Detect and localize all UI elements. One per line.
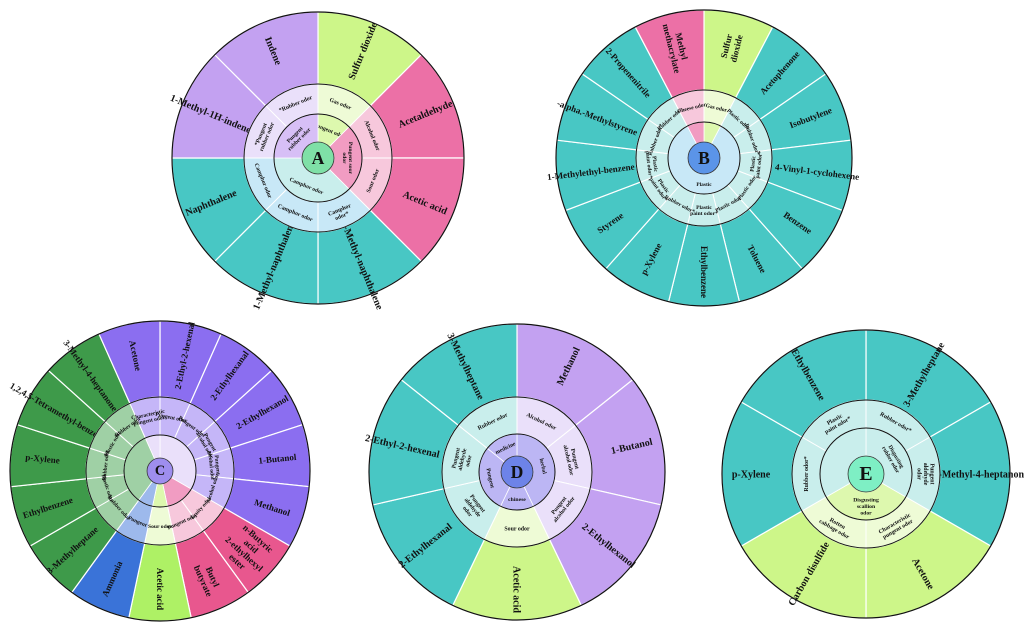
center-badge xyxy=(301,141,335,175)
core-label: Pungent sourodor xyxy=(341,142,353,175)
ring-border xyxy=(273,113,363,203)
ring-border xyxy=(667,121,741,195)
ring-border xyxy=(555,9,853,307)
odor-label: Sour odor xyxy=(504,527,530,533)
odor-label: Pungentalcohol odor xyxy=(206,450,221,481)
core-label: herbal xyxy=(538,458,547,475)
odor-label: Pungentaldehydeodor xyxy=(451,446,475,473)
ring-border xyxy=(243,83,393,233)
core-label: Plastic xyxy=(696,182,712,188)
odor-label: Gas odor xyxy=(705,103,728,114)
odor-wheel-e: 3-Methylheptane3-Methyl-4-heptanoneAceto… xyxy=(721,329,1024,619)
compound-label: Acetic acid xyxy=(155,568,165,610)
panel-label: A xyxy=(312,148,325,168)
odor-label: Plasticpaint odor* xyxy=(749,150,764,179)
compound-label: 1-Butanol xyxy=(258,452,297,466)
odor-label: Rubber odor xyxy=(102,449,111,481)
center-badge xyxy=(500,455,534,489)
ring-border xyxy=(791,399,941,549)
panel-label: E xyxy=(859,463,872,485)
compound-label: 3-Methyl-4-heptanone xyxy=(934,470,1024,481)
ring-border xyxy=(123,434,197,508)
ring-border xyxy=(478,433,556,511)
core-label: Pungent xyxy=(485,468,495,489)
ring-border xyxy=(368,323,666,621)
odor-label: Plasticpaint odor* xyxy=(644,150,659,179)
panel-label: C xyxy=(155,463,165,479)
ring-border xyxy=(441,396,593,548)
core-label: Disgusting scallion odor xyxy=(853,498,879,517)
panel-label: D xyxy=(511,462,524,482)
odor-wheel-c: 2-Ethyl-2-hexenal 2-Ethylhexanal2-Ethylhe… xyxy=(8,320,311,622)
ring-border xyxy=(721,329,1011,619)
compound-label: Acetic acid xyxy=(511,566,522,613)
panel-label: B xyxy=(698,148,710,168)
core-label: chinese xyxy=(508,497,526,503)
center-badge xyxy=(847,455,885,493)
ring-border xyxy=(819,427,913,521)
compound-label: Ethylbenzene xyxy=(699,246,709,298)
odor-wheel-b: SulfurdioxideAcetophenoneIsobutylene4-Vi… xyxy=(547,9,860,307)
odor-label: Rubber odor* xyxy=(804,456,810,491)
center-badge xyxy=(146,457,174,485)
compound-label: p-Xylene xyxy=(732,470,771,481)
compound-label: p-Xylene xyxy=(25,452,60,466)
ring-border xyxy=(9,320,311,622)
ring-border xyxy=(635,89,773,227)
center-badge xyxy=(687,141,721,175)
odor-label: Pungentaldehydeodor xyxy=(915,463,934,486)
odor-label: Sour odor xyxy=(148,524,172,530)
ring-border xyxy=(85,396,235,546)
ring-border xyxy=(171,11,465,305)
